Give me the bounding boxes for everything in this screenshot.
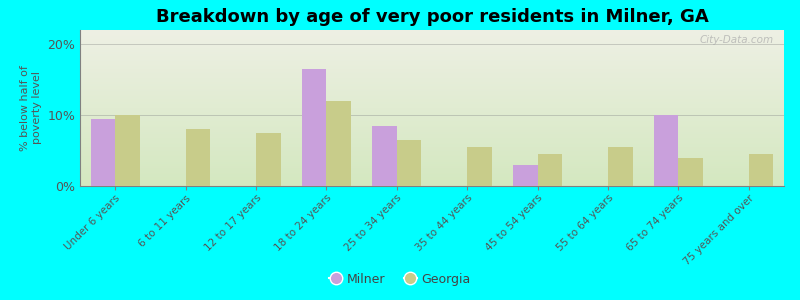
Bar (186, 129, 210, 186)
Bar (654, 115, 678, 186)
Bar (326, 101, 351, 186)
Bar (678, 158, 703, 186)
Bar (538, 154, 562, 186)
Bar (397, 140, 422, 186)
Bar (608, 147, 633, 186)
Bar (513, 165, 538, 186)
Title: Breakdown by age of very poor residents in Milner, GA: Breakdown by age of very poor residents … (156, 8, 708, 26)
Text: City-Data.com: City-Data.com (699, 35, 774, 45)
Bar (90, 118, 115, 186)
Bar (372, 126, 397, 186)
Bar (115, 115, 140, 186)
Legend: Milner, Georgia: Milner, Georgia (324, 268, 476, 291)
Y-axis label: % below half of
poverty level: % below half of poverty level (20, 65, 42, 151)
Bar (256, 133, 281, 186)
Bar (467, 147, 492, 186)
Bar (302, 69, 326, 186)
Bar (749, 154, 774, 186)
